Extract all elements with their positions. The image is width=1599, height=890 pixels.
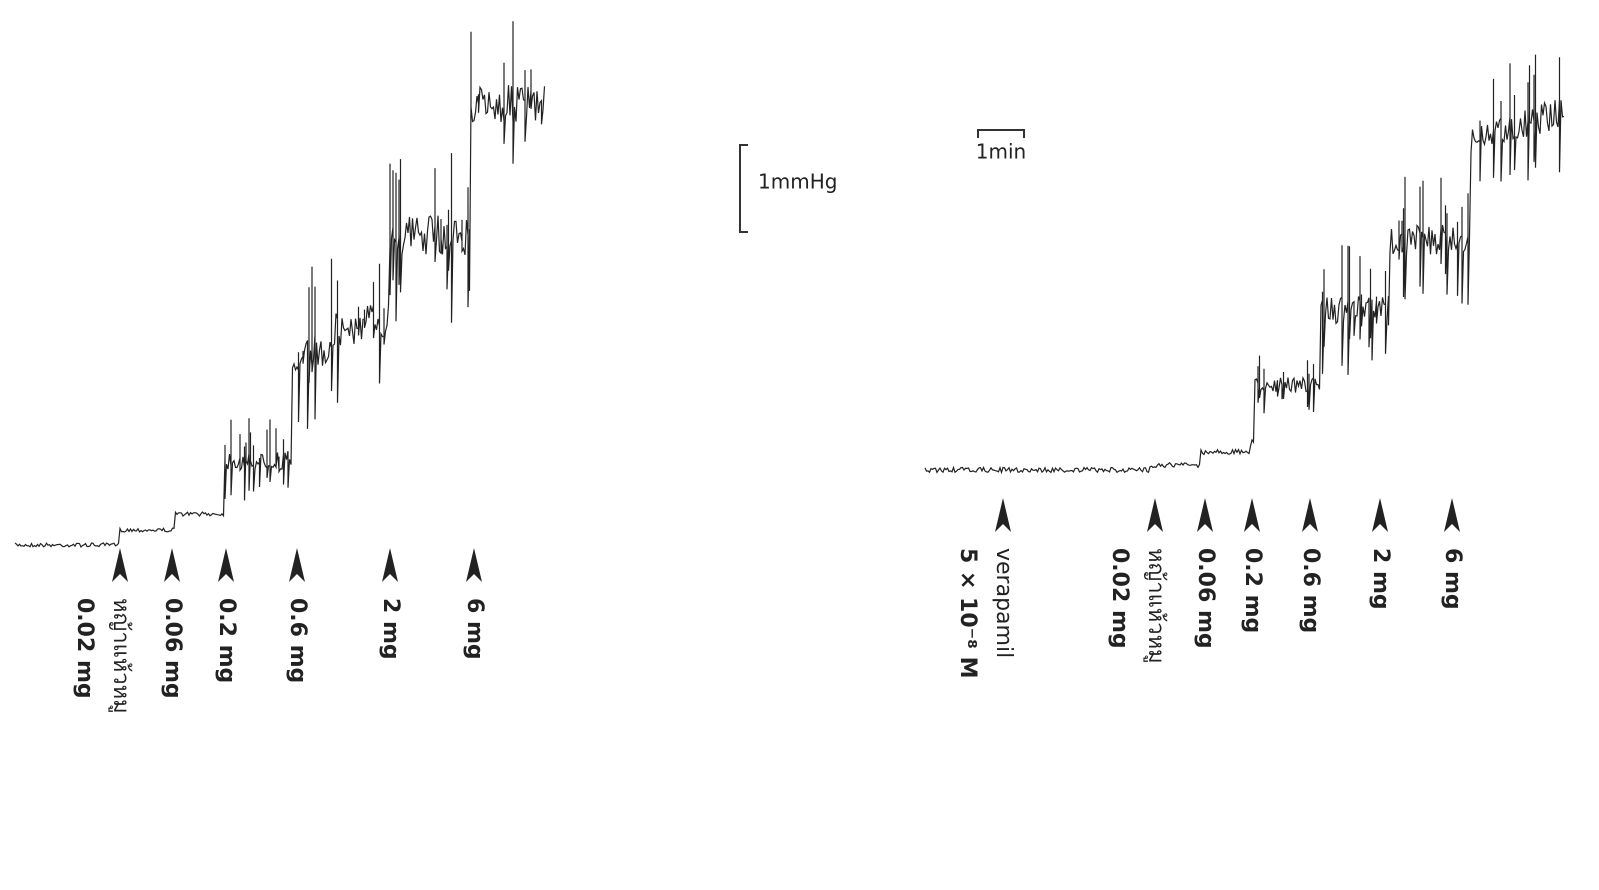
dose-label: 0.06 mg bbox=[1193, 548, 1218, 649]
dose-label: 0.06 mg bbox=[160, 598, 185, 699]
dose-label: 6 mg bbox=[462, 598, 487, 660]
dose-label: 2 mg bbox=[1368, 548, 1393, 610]
dose-label: 6 mg bbox=[1440, 548, 1465, 610]
substance-label: หญ้าแห้วหมู bbox=[108, 598, 133, 714]
pressure-scale-bar: 1mmHg bbox=[740, 145, 837, 232]
dose-label: 0.2 mg bbox=[1240, 548, 1265, 633]
time-scale-bar: 1min bbox=[976, 130, 1026, 164]
dose-label: 0.02 mg bbox=[72, 598, 97, 699]
injection-arrow bbox=[1244, 498, 1260, 532]
dose-label: 2 mg bbox=[378, 598, 403, 660]
injection-arrow bbox=[466, 548, 482, 582]
recording-figure: 1mmHg 1min หญ้าแห้วหมู 0.02 mg 0.06 mg 0.2 … bbox=[0, 0, 1599, 886]
injection-arrow bbox=[1147, 498, 1163, 532]
injection-arrow bbox=[382, 548, 398, 582]
time-scale-label: 1min bbox=[976, 140, 1026, 164]
injection-arrow bbox=[1197, 498, 1213, 532]
injection-arrow bbox=[1372, 498, 1388, 532]
pressure-trace bbox=[925, 55, 1564, 473]
injection-arrow bbox=[1302, 498, 1318, 532]
dose-label: 0.2 mg bbox=[214, 598, 239, 683]
injection-arrow bbox=[289, 548, 305, 582]
pressure-scale-label: 1mmHg bbox=[758, 170, 837, 194]
dose-label: 0.6 mg bbox=[285, 598, 310, 683]
injection-arrow bbox=[112, 548, 128, 582]
substance-label: verapamil bbox=[991, 548, 1016, 658]
dose-label: 0.02 mg bbox=[1107, 548, 1132, 649]
dose-label: 0.6 mg bbox=[1298, 548, 1323, 633]
injection-arrow bbox=[164, 548, 180, 582]
substance-label: หญ้าแห้วหมู bbox=[1143, 548, 1168, 664]
injection-arrow bbox=[995, 498, 1011, 532]
pressure-trace bbox=[15, 21, 545, 547]
dose-label: 5 × 10⁻⁸ M bbox=[955, 548, 980, 678]
injection-arrow bbox=[1444, 498, 1460, 532]
injection-arrow bbox=[218, 548, 234, 582]
